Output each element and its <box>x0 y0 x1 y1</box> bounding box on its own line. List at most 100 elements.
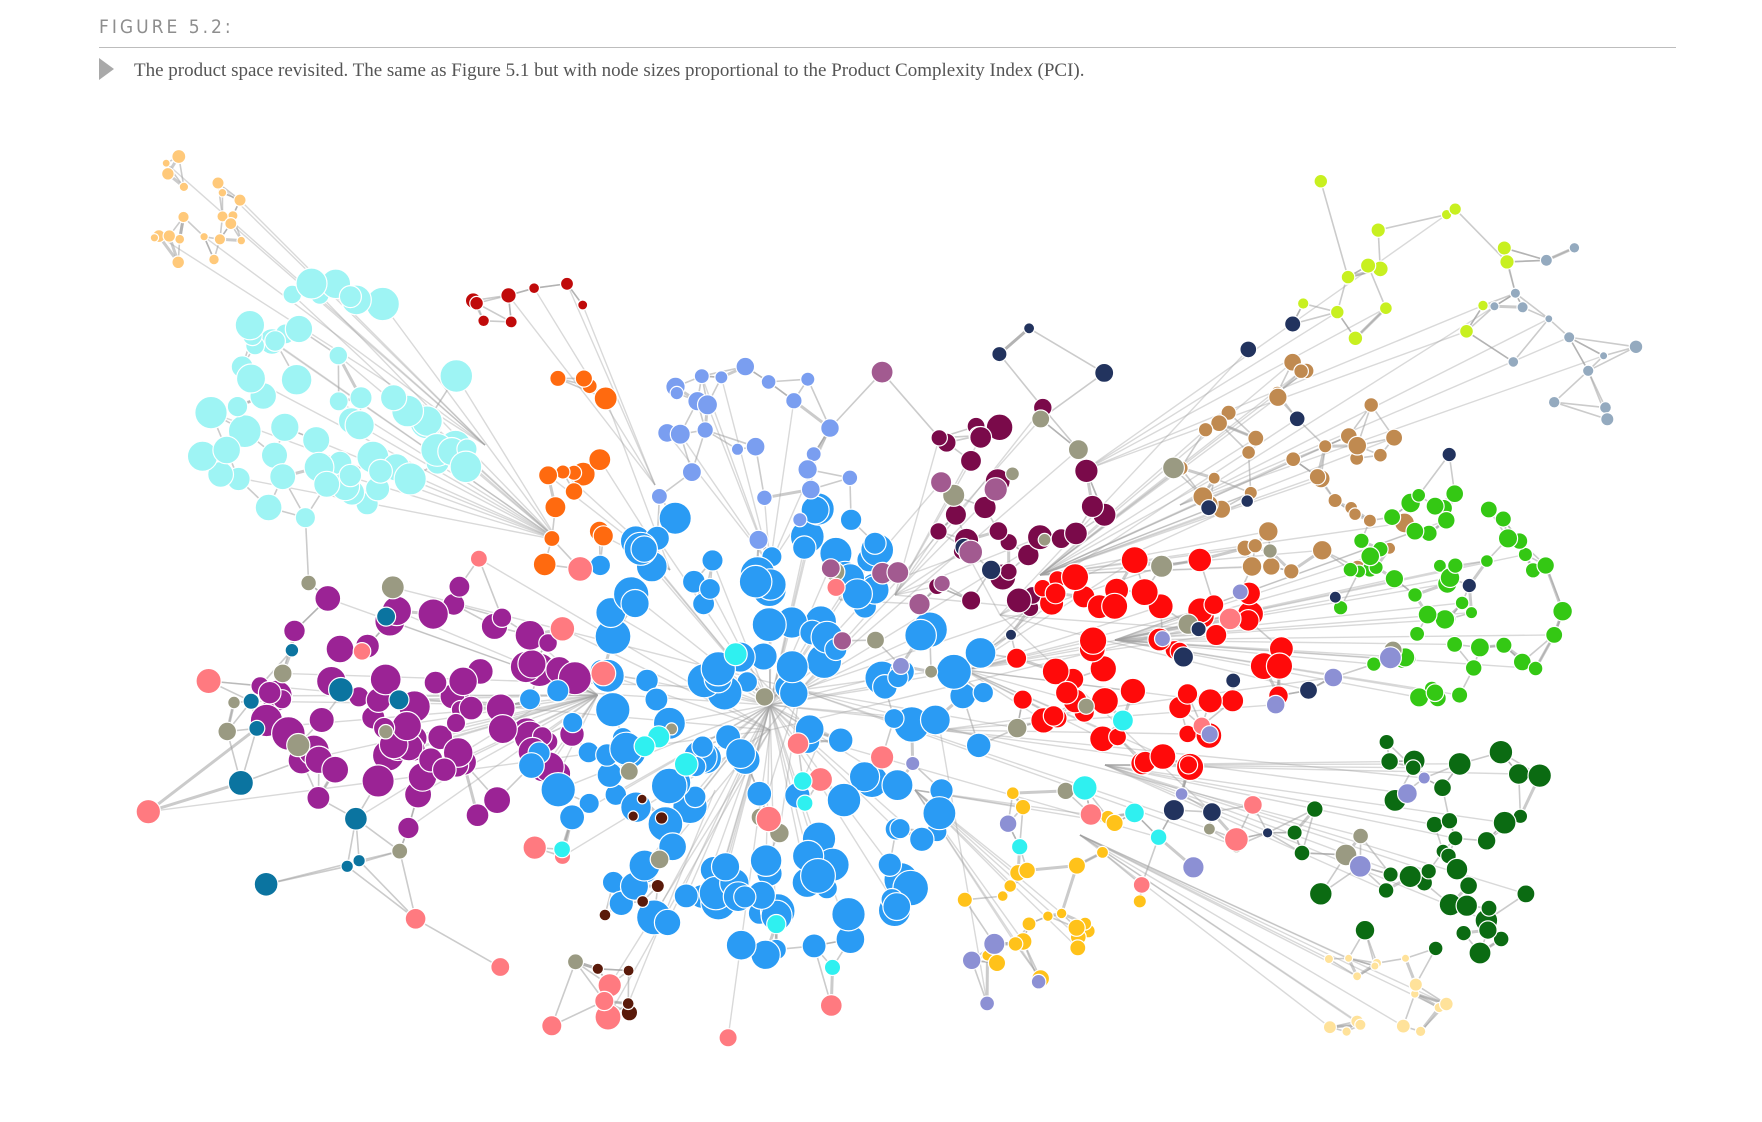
network-edge <box>1039 396 1279 576</box>
product-node-steel-gray-top-right-cluster <box>1568 241 1581 254</box>
product-node-orange-cluster <box>593 386 618 411</box>
network-edge <box>1079 834 1440 1009</box>
network-edge <box>1587 346 1637 372</box>
product-node-left-cyan-cluster <box>344 410 375 441</box>
product-node-salmon-scattered <box>469 549 488 568</box>
product-node-light-blue-top-cluster <box>696 421 714 439</box>
product-node-left-cyan-cluster <box>393 462 427 496</box>
network-edge <box>964 669 1118 738</box>
network-edge <box>415 918 501 968</box>
product-node-gray-scattered <box>272 663 293 684</box>
product-space-network <box>135 148 1644 1048</box>
network-edge <box>1039 445 1326 576</box>
product-node-pale-yellow-bottom-cluster <box>1322 1020 1338 1035</box>
product-node-central-blue-cluster <box>578 792 600 815</box>
network-edge <box>1114 602 1463 641</box>
product-node-tan-cluster <box>1311 539 1333 561</box>
product-node-central-blue-cluster <box>799 857 836 894</box>
product-node-pale-orange-top-cluster <box>199 231 209 242</box>
product-node-left-cyan-cluster <box>379 384 408 412</box>
product-node-dark-green-cluster <box>1507 763 1530 785</box>
product-node-central-blue-cluster <box>801 933 827 959</box>
product-node-dark-green-cluster <box>1440 811 1459 830</box>
network-edge <box>1377 213 1447 231</box>
product-node-green-cluster <box>1353 532 1370 550</box>
product-node-gray-scattered <box>1149 554 1174 579</box>
product-node-left-purple-cluster <box>465 803 490 828</box>
product-node-teal-scattered <box>376 606 397 627</box>
product-node-gray-scattered <box>865 630 886 650</box>
product-node-maroon-cluster <box>988 521 1009 542</box>
product-node-gray-scattered <box>1262 543 1278 559</box>
product-node-navy-scattered <box>1022 322 1036 335</box>
network-edge <box>939 729 1210 736</box>
product-node-tan-cluster <box>1247 537 1263 554</box>
product-node-orange-cluster <box>574 369 594 388</box>
network-edge <box>358 860 417 920</box>
network-edge <box>1039 478 1322 576</box>
product-node-central-blue-cluster <box>863 531 887 555</box>
product-node-central-blue-cluster <box>738 564 773 599</box>
product-node-salmon-scattered <box>1079 803 1103 826</box>
network-edge <box>566 283 656 486</box>
product-node-left-purple-cluster <box>448 575 471 598</box>
product-node-pale-orange-top-cluster <box>217 187 228 198</box>
product-node-light-blue-top-cluster <box>760 373 777 390</box>
product-node-orange-cluster <box>532 552 557 577</box>
product-node-central-blue-cluster <box>877 852 903 877</box>
product-node-central-blue-cluster <box>775 650 809 684</box>
product-node-maroon-cluster <box>930 428 948 447</box>
product-node-light-blue-top-cluster <box>745 436 766 457</box>
product-node-gray-scattered <box>566 953 585 971</box>
product-node-maroon-cluster <box>999 562 1018 581</box>
product-node-central-blue-cluster <box>839 508 863 532</box>
network-edge <box>507 294 656 486</box>
product-node-central-blue-cluster <box>620 588 650 619</box>
network-edge <box>653 704 771 918</box>
product-node-bright-cyan-scattered <box>633 735 656 758</box>
product-node-maroon-cluster <box>959 449 983 472</box>
product-node-yellow-cluster <box>1067 918 1086 937</box>
network-edge <box>1079 834 1361 1026</box>
network-edge <box>999 348 1249 616</box>
product-node-dark-red-top-cluster <box>559 276 575 291</box>
product-node-red-cluster <box>1042 705 1065 727</box>
product-node-tan-cluster <box>1293 363 1309 380</box>
product-node-red-cluster <box>1204 623 1228 647</box>
product-node-left-cyan-cluster <box>284 314 314 344</box>
product-node-light-blue-top-cluster <box>669 385 685 401</box>
network-edge <box>147 727 258 813</box>
product-node-dark-brown-scattered <box>591 962 605 976</box>
product-node-central-blue-cluster <box>562 711 584 734</box>
product-node-dark-red-top-cluster <box>577 299 589 311</box>
product-node-green-cluster <box>1545 625 1564 645</box>
product-node-green-cluster <box>1445 635 1464 654</box>
product-node-yellow-cluster <box>1003 879 1018 893</box>
product-node-green-cluster <box>1411 487 1427 503</box>
product-node-salmon-scattered <box>522 835 547 860</box>
product-node-orange-cluster <box>537 465 559 486</box>
product-node-lavender-scattered <box>1378 646 1403 670</box>
network-edge <box>964 669 1024 701</box>
product-node-green-cluster <box>1417 604 1438 625</box>
product-node-green-cluster <box>1425 683 1445 703</box>
product-node-mauve-scattered <box>929 471 953 494</box>
network-edge <box>799 689 1237 847</box>
product-node-left-purple-cluster <box>417 598 449 630</box>
product-node-salmon-scattered <box>1223 826 1249 852</box>
product-node-navy-scattered <box>1201 802 1222 823</box>
product-node-dark-green-cluster <box>1527 763 1552 788</box>
network-edge <box>1454 208 1508 263</box>
product-node-lavender-scattered <box>979 995 996 1012</box>
product-node-gray-scattered <box>300 574 318 592</box>
product-node-maroon-cluster <box>1080 494 1105 519</box>
product-node-bright-cyan-scattered <box>1071 775 1098 801</box>
product-node-yellow-cluster <box>1055 907 1068 920</box>
product-node-gray-scattered <box>1031 409 1051 429</box>
network-edge <box>147 781 242 814</box>
product-node-red-cluster <box>1119 677 1147 705</box>
product-node-lavender-scattered <box>891 656 911 676</box>
product-node-red-cluster <box>1060 562 1090 592</box>
product-node-orange-cluster <box>564 482 584 501</box>
product-node-yellow-cluster <box>1132 894 1148 909</box>
